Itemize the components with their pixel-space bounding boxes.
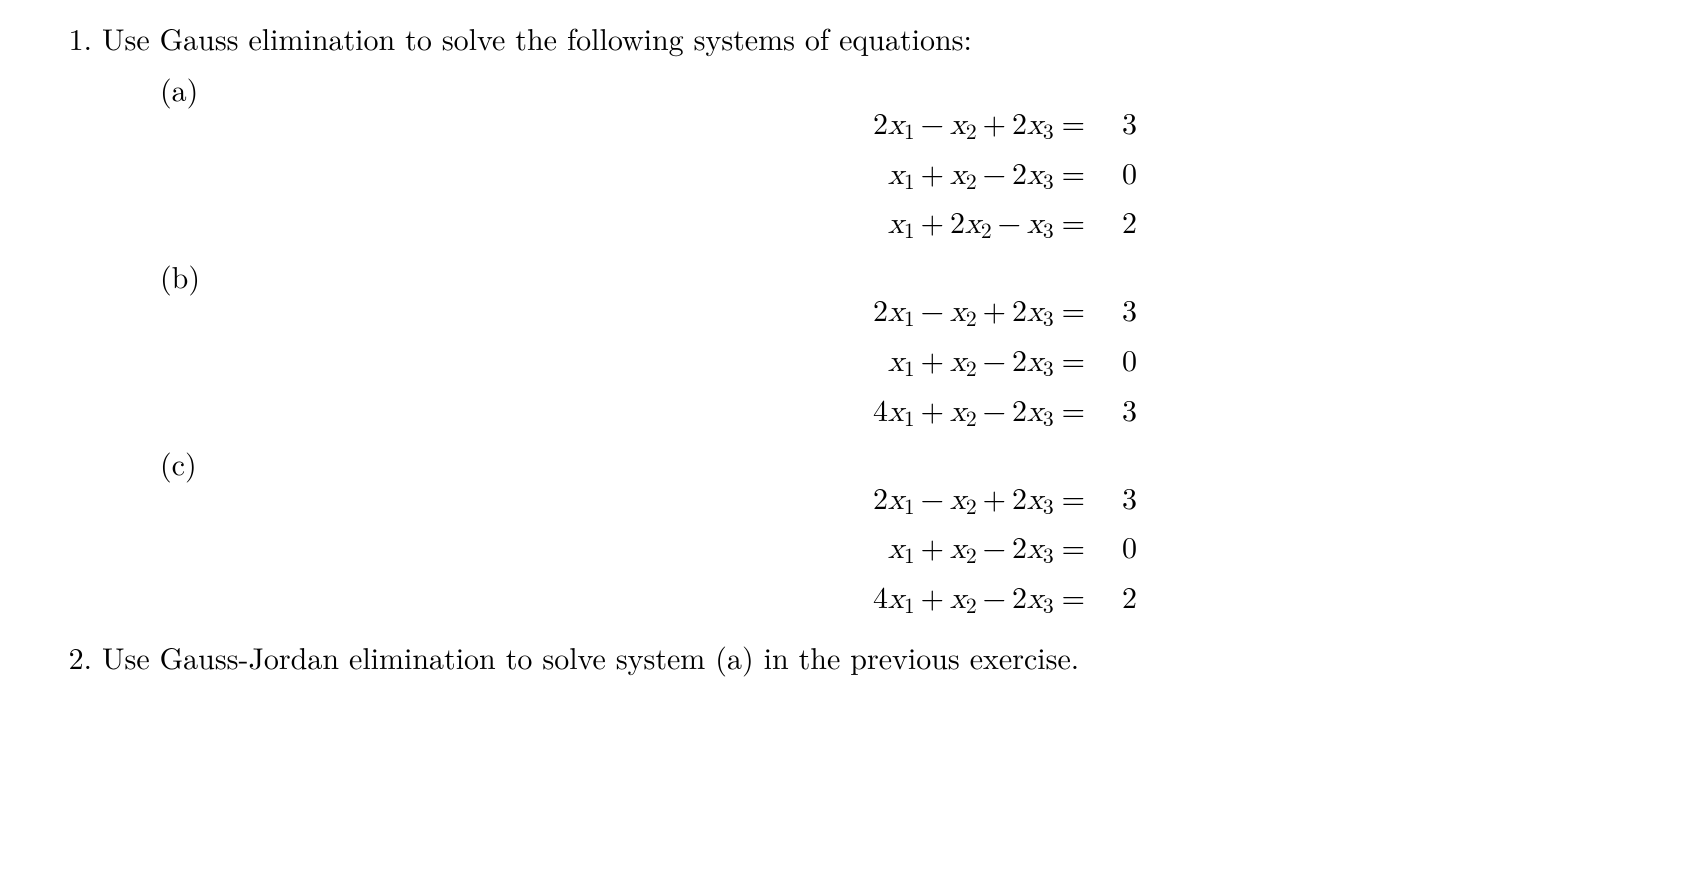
equation-row: x1+x2−2x3= 0 [815, 523, 1137, 573]
equation-lhs: 2x1−x2+2x3= [815, 102, 1085, 149]
equation-rhs: 2 [1099, 573, 1137, 620]
equation-rhs: 3 [1099, 99, 1137, 146]
subpart-b-label: (b) [160, 256, 200, 297]
problem-2-text: Use Gauss-Jordan elimination to solve sy… [102, 635, 1079, 678]
equation-rhs: 0 [1099, 336, 1137, 383]
problem-1-subparts: (a) 2x1−x2+2x3= 3 x1+x2−2x3= 0 x1+2x2−x3= 2 (… [160, 69, 1652, 623]
equation-lhs: 2x1−x2+2x3= [815, 289, 1085, 336]
equation-row: x1+2x2−x3= 2 [815, 198, 1137, 248]
problem-1-text: Use Gauss elimination to solve the follo… [102, 16, 972, 59]
subpart-a: (a) 2x1−x2+2x3= 3 x1+x2−2x3= 0 x1+2x2−x3= 2 [160, 69, 1652, 248]
equation-row: 2x1−x2+2x3= 3 [815, 99, 1137, 149]
subpart-b: (b) 2x1−x2+2x3= 3 x1+x2−2x3= 0 4x1+x2−2x3= 3 [160, 256, 1652, 435]
system-c-equations: 2x1−x2+2x3= 3 x1+x2−2x3= 0 4x1+x2−2x3= 2 [815, 474, 1137, 623]
problem-1-body: Use Gauss elimination to solve the follo… [102, 18, 1652, 631]
equation-rhs: 3 [1099, 474, 1137, 521]
subpart-c: (c) 2x1−x2+2x3= 3 x1+x2−2x3= 0 4x1+x2−2x3= 2 [160, 443, 1652, 622]
equation-lhs: 4x1+x2−2x3= [815, 576, 1085, 623]
equation-rhs: 3 [1099, 286, 1137, 333]
equation-lhs: 4x1+x2−2x3= [815, 389, 1085, 436]
page: 1. Use Gauss elimination to solve the fo… [0, 0, 1682, 693]
problem-1-number: 1. [30, 18, 102, 59]
equation-row: 2x1−x2+2x3= 3 [815, 474, 1137, 524]
equation-rhs: 3 [1099, 386, 1137, 433]
problem-2: 2. Use Gauss-Jordan elimination to solve… [30, 637, 1652, 678]
equation-lhs: x1+x2−2x3= [815, 152, 1085, 199]
problem-2-body: Use Gauss-Jordan elimination to solve sy… [102, 637, 1652, 678]
system-a-equations: 2x1−x2+2x3= 3 x1+x2−2x3= 0 x1+2x2−x3= 2 [815, 99, 1137, 248]
system-b: 2x1−x2+2x3= 3 x1+x2−2x3= 0 4x1+x2−2x3= 3 [160, 286, 1652, 435]
equation-rhs: 0 [1099, 149, 1137, 196]
subpart-c-label: (c) [160, 443, 197, 484]
equation-lhs: x1+x2−2x3= [815, 526, 1085, 573]
equation-row: x1+x2−2x3= 0 [815, 336, 1137, 386]
system-a: 2x1−x2+2x3= 3 x1+x2−2x3= 0 x1+2x2−x3= 2 [160, 99, 1652, 248]
subpart-a-label: (a) [160, 69, 198, 110]
equation-row: 2x1−x2+2x3= 3 [815, 286, 1137, 336]
problem-1: 1. Use Gauss elimination to solve the fo… [30, 18, 1652, 631]
equation-lhs: 2x1−x2+2x3= [815, 477, 1085, 524]
equation-row: 4x1+x2−2x3= 2 [815, 573, 1137, 623]
equation-row: x1+x2−2x3= 0 [815, 149, 1137, 199]
system-c: 2x1−x2+2x3= 3 x1+x2−2x3= 0 4x1+x2−2x3= 2 [160, 474, 1652, 623]
equation-rhs: 2 [1099, 198, 1137, 245]
equation-lhs: x1+x2−2x3= [815, 339, 1085, 386]
equation-row: 4x1+x2−2x3= 3 [815, 386, 1137, 436]
problem-2-number: 2. [30, 637, 102, 678]
equation-lhs: x1+2x2−x3= [815, 201, 1085, 248]
equation-rhs: 0 [1099, 523, 1137, 570]
system-b-equations: 2x1−x2+2x3= 3 x1+x2−2x3= 0 4x1+x2−2x3= 3 [815, 286, 1137, 435]
